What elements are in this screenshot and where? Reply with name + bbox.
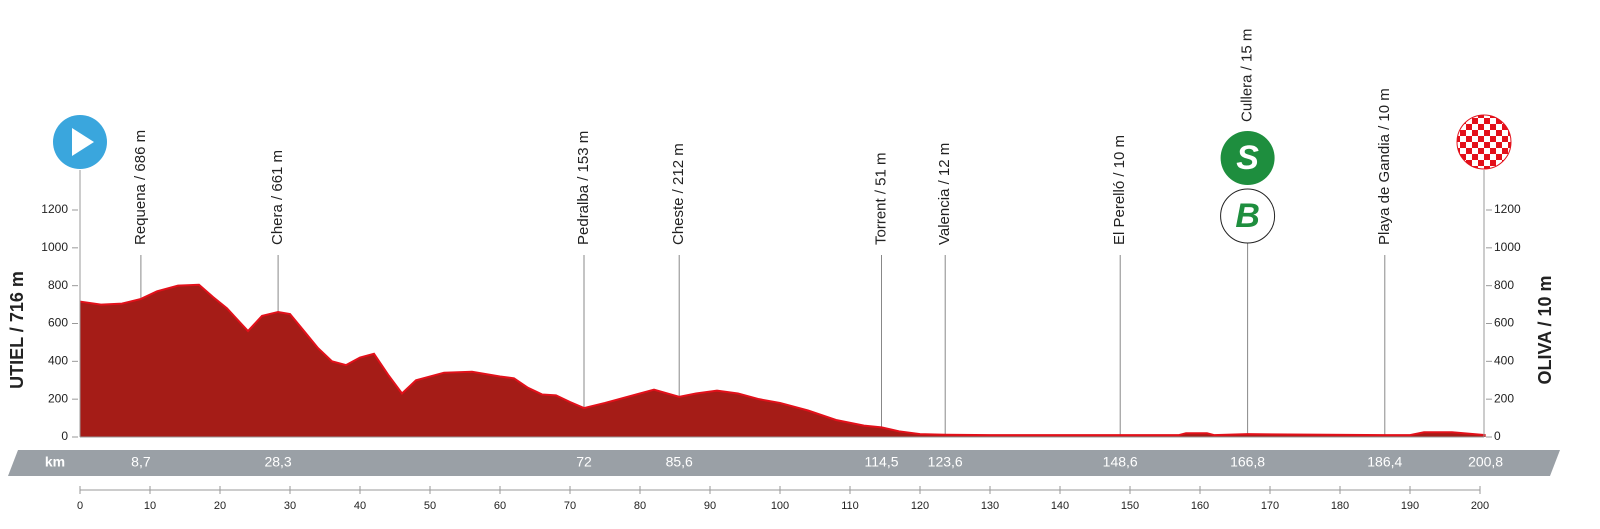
x-tick-label: 80 (634, 500, 646, 512)
km-unit: km (45, 454, 65, 470)
x-tick-label: 190 (1401, 500, 1419, 512)
y2-tick-label: 1000 (1494, 240, 1521, 254)
start-icon (53, 115, 107, 169)
x-tick-label: 60 (494, 500, 506, 512)
waypoint-km: 186,4 (1367, 454, 1402, 470)
profile-edge (79, 283, 1486, 437)
waypoint-label: Requena / 686 m (132, 130, 149, 245)
x-tick-label: 30 (284, 500, 296, 512)
waypoint-label: Torrent / 51 m (872, 152, 889, 245)
profile-area (80, 284, 1486, 437)
icon-letter: S (1236, 139, 1259, 177)
waypoint-label: Cullera / 15 m (1239, 29, 1256, 122)
sprint-icon (1220, 131, 1275, 185)
y-tick-label: 400 (48, 354, 68, 368)
x-tick-label: 130 (981, 500, 999, 512)
x-tick-label: 20 (214, 500, 226, 512)
y2-tick-label: 800 (1494, 278, 1514, 292)
waypoint-label: Valencia / 12 m (936, 143, 953, 245)
waypoint-km: 114,5 (865, 454, 899, 470)
start-label: UTIEL / 716 m (7, 271, 27, 389)
waypoint-km: 8,7 (131, 454, 151, 470)
finish-label: OLIVA / 10 m (1535, 275, 1555, 384)
waypoint-label: Chera / 661 m (269, 150, 286, 245)
y2-tick-label: 400 (1494, 354, 1514, 368)
y-tick-label: 1000 (41, 240, 68, 254)
finish-icon (1456, 114, 1512, 170)
x-tick-label: 50 (424, 500, 436, 512)
x-tick-label: 180 (1331, 500, 1349, 512)
x-tick-label: 100 (771, 500, 789, 512)
y-tick-label: 200 (48, 391, 68, 405)
y2-tick-label: 1200 (1494, 202, 1521, 216)
x-tick-label: 40 (354, 500, 366, 512)
waypoint-km: 148,6 (1103, 454, 1138, 470)
icon-letter: B (1235, 197, 1260, 235)
x-tick-label: 0 (77, 500, 83, 512)
waypoint-km: 28,3 (264, 454, 291, 470)
km-band (8, 450, 1560, 476)
x-tick-label: 110 (841, 500, 859, 512)
x-tick-label: 140 (1051, 500, 1069, 512)
x-tick-label: 120 (911, 500, 929, 512)
waypoint-km: 166,8 (1230, 454, 1265, 470)
waypoint-label: El Perelló / 10 m (1111, 135, 1128, 245)
x-tick-label: 170 (1261, 500, 1279, 512)
y-tick-label: 0 (61, 429, 68, 443)
x-tick-label: 10 (144, 500, 156, 512)
x-tick-label: 70 (564, 500, 576, 512)
bonus-icon (1220, 188, 1276, 244)
waypoint-km: 85,6 (666, 454, 693, 470)
waypoint-km: 72 (576, 454, 592, 470)
y2-tick-label: 200 (1494, 391, 1514, 405)
waypoint-label: Playa de Gandia / 10 m (1376, 88, 1393, 245)
x-tick-label: 150 (1121, 500, 1139, 512)
y-tick-label: 1200 (41, 202, 68, 216)
x-tick-label: 200 (1471, 500, 1489, 512)
waypoint-label: Cheste / 212 m (670, 143, 687, 245)
waypoint-km: 200,8 (1468, 454, 1503, 470)
waypoint-label: Pedralba / 153 m (575, 131, 592, 245)
y2-tick-label: 600 (1494, 316, 1514, 330)
y-tick-label: 600 (48, 316, 68, 330)
x-tick-label: 90 (704, 500, 716, 512)
x-tick-label: 160 (1191, 500, 1209, 512)
waypoint-km: 123,6 (928, 454, 963, 470)
y2-tick-label: 0 (1494, 429, 1501, 443)
y-tick-label: 800 (48, 278, 68, 292)
